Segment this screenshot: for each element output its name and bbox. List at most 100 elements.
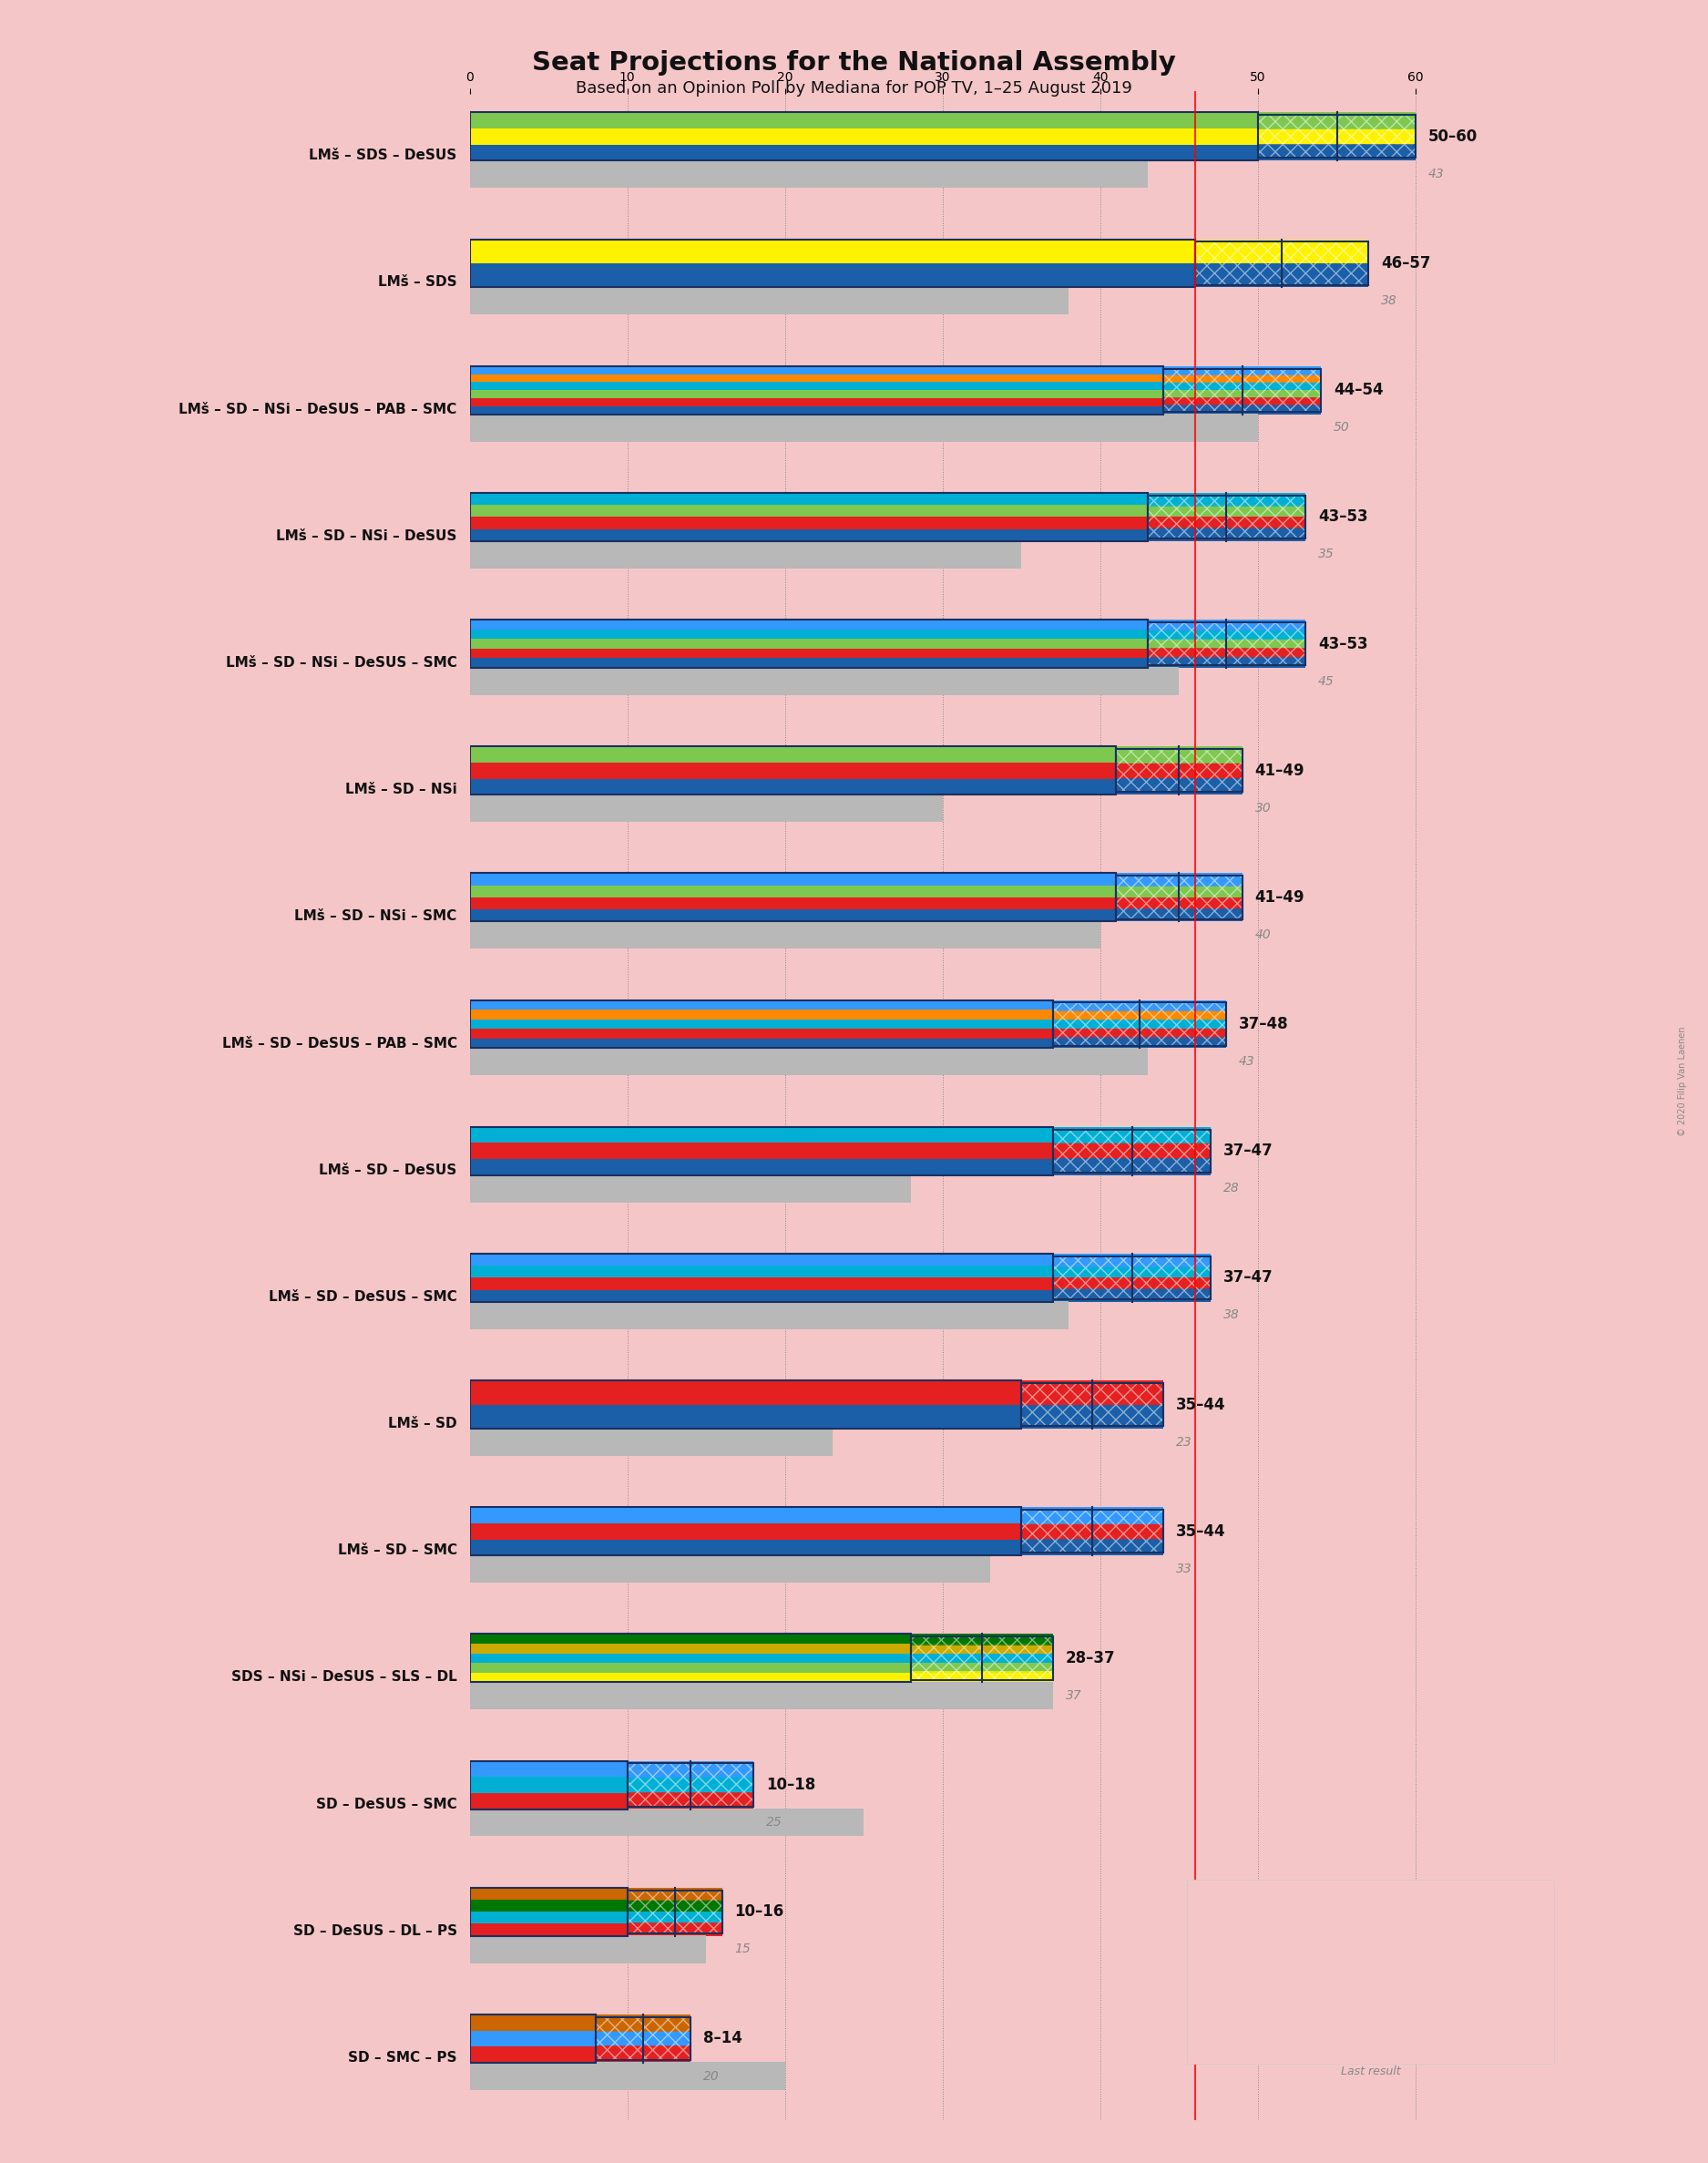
Bar <box>596 2014 690 2031</box>
Bar <box>982 1637 1054 1646</box>
Bar <box>910 1672 1054 1683</box>
Bar <box>627 1888 722 1899</box>
Bar <box>1148 493 1305 504</box>
Text: 44–54: 44–54 <box>1334 383 1383 398</box>
Bar <box>1054 1027 1139 1036</box>
Bar <box>470 112 1259 128</box>
Bar <box>1163 368 1242 376</box>
Bar <box>1148 495 1305 539</box>
Bar <box>470 2046 596 2064</box>
Bar <box>470 1633 910 1683</box>
Bar <box>1163 366 1320 374</box>
Bar <box>1204 1986 1370 2033</box>
Bar <box>470 1761 627 1808</box>
Text: with median: with median <box>1332 1925 1409 1936</box>
Text: 43: 43 <box>1428 167 1445 180</box>
Bar <box>1054 1127 1211 1142</box>
Bar <box>1337 143 1416 158</box>
Bar <box>1259 143 1337 158</box>
Bar <box>1021 1380 1163 1404</box>
Bar <box>470 128 1259 145</box>
Text: 38: 38 <box>1223 1309 1240 1322</box>
Bar <box>1196 242 1368 286</box>
Bar <box>470 999 1054 1049</box>
Bar <box>1163 368 1320 411</box>
Bar <box>1242 368 1320 376</box>
Bar <box>675 1901 722 1912</box>
Bar <box>470 1508 1021 1523</box>
Bar <box>1163 398 1242 404</box>
Bar <box>470 383 1163 389</box>
Bar <box>470 1404 1021 1428</box>
Bar <box>1148 632 1226 640</box>
Bar <box>470 2031 596 2046</box>
Text: Based on an Opinion Poll by Mediana for POP TV, 1–25 August 2019: Based on an Opinion Poll by Mediana for … <box>576 80 1132 97</box>
Bar <box>470 1380 1021 1428</box>
Bar <box>470 407 1163 413</box>
Bar <box>982 1646 1054 1655</box>
Bar <box>1148 658 1226 666</box>
Bar <box>1163 383 1320 389</box>
Bar <box>627 1899 722 1912</box>
Bar <box>1021 1404 1163 1428</box>
Bar <box>1148 495 1226 506</box>
Bar <box>470 288 1069 314</box>
Bar <box>1093 1525 1163 1538</box>
Text: 43–53: 43–53 <box>1319 508 1368 526</box>
Bar <box>470 746 1115 764</box>
Bar <box>1054 1004 1139 1012</box>
Bar <box>1115 898 1242 908</box>
Bar <box>1163 398 1320 407</box>
Bar <box>470 1633 910 1683</box>
Bar <box>627 1923 722 1936</box>
Bar <box>1021 1404 1093 1425</box>
Bar <box>1115 908 1242 921</box>
Bar <box>470 1888 627 1936</box>
Bar <box>627 1901 675 1912</box>
Bar <box>1179 779 1242 792</box>
Bar <box>470 1644 910 1653</box>
Bar <box>470 398 1163 407</box>
Bar <box>470 1175 910 1203</box>
Bar <box>1148 506 1226 517</box>
Bar <box>470 898 1115 908</box>
Bar <box>470 1428 832 1456</box>
Bar <box>627 1923 675 1934</box>
Bar <box>1054 1036 1139 1045</box>
Bar <box>470 1778 627 1793</box>
Bar <box>1196 240 1368 264</box>
Bar <box>1226 528 1305 539</box>
Bar <box>470 2014 596 2064</box>
Bar <box>1021 1382 1163 1425</box>
Bar <box>470 2014 596 2031</box>
Bar <box>1226 495 1305 506</box>
Bar <box>470 885 1115 898</box>
Bar <box>470 874 1115 921</box>
Bar <box>470 374 1163 383</box>
Bar <box>470 746 1115 794</box>
Bar <box>470 1127 1054 1175</box>
Bar <box>470 1912 627 1923</box>
Bar <box>1148 623 1305 666</box>
Text: 46–57: 46–57 <box>1382 255 1431 273</box>
Bar <box>1179 748 1242 764</box>
Bar <box>470 649 1148 658</box>
Bar <box>1242 389 1320 398</box>
Bar <box>675 1890 722 1901</box>
Bar <box>470 1663 910 1672</box>
Bar <box>627 1761 753 1778</box>
Bar <box>1259 112 1416 128</box>
Bar <box>1054 1004 1226 1045</box>
Bar <box>627 1890 722 1934</box>
Bar <box>1281 264 1368 286</box>
Bar <box>470 1808 864 1836</box>
Bar <box>1226 632 1305 640</box>
Bar <box>470 240 1196 288</box>
Bar <box>1021 1525 1093 1538</box>
Bar <box>470 1278 1054 1289</box>
Bar <box>982 1655 1054 1663</box>
Bar <box>1148 629 1305 638</box>
Bar <box>1139 1019 1226 1027</box>
Bar <box>470 619 1148 668</box>
Bar <box>470 366 1163 374</box>
